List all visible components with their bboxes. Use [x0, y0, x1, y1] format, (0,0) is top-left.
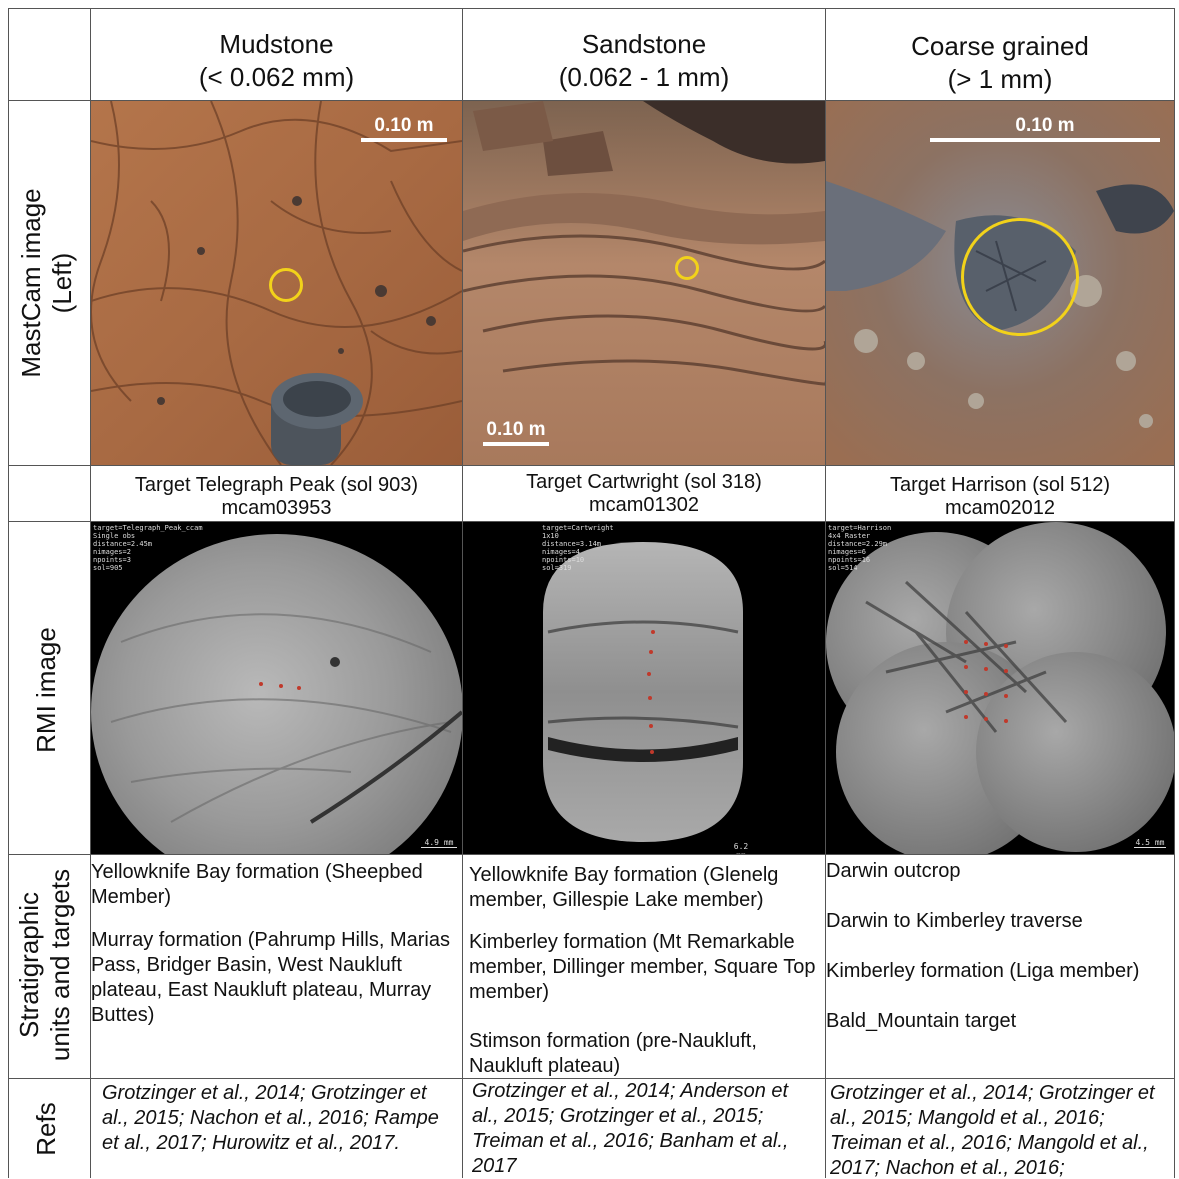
row-label-line: (Left): [47, 252, 77, 314]
row-label-line: Stratigraphic: [14, 892, 44, 1038]
scale-bar: 0.10 m: [483, 419, 549, 446]
mastcam-image-sandstone: 0.10 m: [463, 101, 825, 465]
reference-list: Grotzinger et al., 2014; Grotzinger et a…: [102, 1082, 439, 1154]
column-header-mudstone: Mudstone (< 0.062 mm): [91, 28, 462, 94]
target-name: Target Telegraph Peak (sol 903): [134, 474, 419, 496]
row-label-mastcam: MastCam image (Left): [16, 101, 82, 465]
strat-unit: Bald_Mountain target: [826, 1010, 1017, 1032]
rmi-coarse-graphic: [826, 522, 1174, 854]
table-border-left: [8, 8, 9, 1178]
refs-sandstone: Grotzinger et al., 2014; Anderson et al.…: [472, 1079, 818, 1178]
strat-unit: Murray formation (Pahrump Hills, Marias …: [91, 929, 450, 1026]
table-divider-col1: [90, 8, 91, 1178]
rmi-image-coarse: target=Harrison 4x4 Raster distance=2.29…: [826, 522, 1174, 854]
target-circle: [961, 218, 1079, 336]
strat-unit: Kimberley formation (Liga member): [826, 960, 1140, 982]
rmi-overlay-text: target=Cartwright 1x10 distance=3.14m ni…: [542, 524, 614, 572]
table-divider-row4: [8, 854, 1175, 855]
rmi-scale-label: 4.5 mm: [1135, 838, 1165, 847]
scale-label: 0.10 m: [374, 115, 434, 136]
target-caption-coarse: Target Harrison (sol 512) mcam02012: [826, 474, 1174, 520]
column-title: Mudstone: [219, 29, 334, 59]
row-label-line: units and targets: [45, 868, 75, 1062]
column-grain-size: (0.062 - 1 mm): [558, 62, 730, 92]
column-grain-size: (> 1 mm): [947, 64, 1053, 94]
strat-units-coarse: Darwin outcrop Darwin to Kimberley trave…: [826, 859, 1171, 1034]
table-border-top: [8, 8, 1175, 9]
rmi-image-sandstone: target=Cartwright 1x10 distance=3.14m ni…: [463, 522, 825, 854]
reference-list: Grotzinger et al., 2014; Grotzinger et a…: [830, 1082, 1155, 1178]
row-label-line: RMI image: [31, 627, 61, 753]
column-header-sandstone: Sandstone (0.062 - 1 mm): [463, 28, 825, 94]
rmi-scale-line: [1134, 847, 1166, 848]
rmi-overlay-text: target=Harrison 4x4 Raster distance=2.29…: [828, 524, 892, 572]
scale-bar-line: [930, 138, 1160, 142]
table-divider-row5: [8, 1078, 1175, 1079]
row-label-line: MastCam image: [16, 188, 46, 378]
target-caption-mudstone: Target Telegraph Peak (sol 903) mcam0395…: [91, 474, 462, 520]
refs-coarse: Grotzinger et al., 2014; Grotzinger et a…: [830, 1081, 1172, 1178]
rmi-scale-line: [421, 847, 457, 848]
rmi-image-mudstone: target=Telegraph_Peak_ccam Single obs di…: [91, 522, 462, 854]
column-grain-size: (< 0.062 mm): [198, 62, 355, 92]
column-title: Coarse grained: [911, 31, 1089, 61]
sandstone-photo-graphic: [463, 101, 825, 465]
refs-mudstone: Grotzinger et al., 2014; Grotzinger et a…: [102, 1081, 454, 1178]
row-label-rmi: RMI image: [31, 525, 67, 855]
figure-table: Mudstone (< 0.062 mm) Sandstone (0.062 -…: [8, 8, 1176, 1178]
row-label-line: Refs: [31, 1102, 61, 1156]
strat-unit: Kimberley formation (Mt Remarkable membe…: [469, 931, 816, 1003]
target-circle: [675, 256, 699, 280]
rmi-scale-label: 4.9 mm: [424, 838, 454, 847]
scale-bar-line: [361, 138, 447, 142]
image-id: mcam02012: [944, 497, 1056, 519]
scale-label: 0.10 m: [1015, 115, 1075, 136]
table-divider-row1: [8, 100, 1175, 101]
strat-unit: Darwin to Kimberley traverse: [826, 910, 1083, 932]
table-divider-row2: [8, 465, 1175, 466]
mastcam-image-mudstone: 0.10 m: [91, 101, 462, 465]
table-divider-row3: [8, 521, 1175, 522]
mastcam-image-coarse: 0.10 m: [826, 101, 1174, 465]
reference-list: Grotzinger et al., 2014; Anderson et al.…: [472, 1080, 789, 1177]
rmi-scale-label: 6.2 mm: [733, 842, 749, 854]
column-title: Sandstone: [581, 29, 707, 59]
table-border-right: [1174, 8, 1175, 1178]
scale-bar: 0.10 m: [930, 115, 1160, 142]
strat-unit: Darwin outcrop: [826, 860, 961, 882]
scale-bar: 0.10 m: [361, 115, 447, 142]
row-label-refs: Refs: [31, 1079, 67, 1179]
column-header-coarse-grained: Coarse grained (> 1 mm): [826, 30, 1174, 96]
strat-unit: Stimson formation (pre-Naukluft, Naukluf…: [469, 1030, 757, 1077]
strat-units-mudstone: Yellowknife Bay formation (Sheepbed Memb…: [91, 860, 451, 1028]
target-name: Target Harrison (sol 512): [889, 474, 1111, 496]
table-divider-col2: [462, 8, 463, 1178]
rmi-overlay-text: target=Telegraph_Peak_ccam Single obs di…: [93, 524, 203, 572]
rmi-scale-bar: 4.9 mm: [421, 838, 457, 848]
row-label-stratigraphic: Stratigraphic units and targets: [14, 855, 80, 1075]
target-circle: [269, 268, 303, 302]
image-id: mcam01302: [588, 494, 700, 516]
rmi-mudstone-graphic: [91, 534, 462, 854]
image-id: mcam03953: [221, 497, 332, 519]
scale-bar-line: [483, 442, 549, 446]
table-divider-col3: [825, 8, 826, 1178]
rmi-sandstone-graphic: [543, 542, 743, 842]
scale-label: 0.10 m: [486, 419, 546, 440]
strat-unit: Yellowknife Bay formation (Glenelg membe…: [469, 864, 779, 911]
target-name: Target Cartwright (sol 318): [526, 471, 762, 493]
target-caption-sandstone: Target Cartwright (sol 318) mcam01302: [463, 471, 825, 517]
rmi-scale-bar: 6.2 mm: [727, 842, 755, 854]
strat-unit: Yellowknife Bay formation (Sheepbed Memb…: [91, 861, 423, 908]
rmi-scale-bar: 4.5 mm: [1134, 838, 1166, 848]
strat-units-sandstone: Yellowknife Bay formation (Glenelg membe…: [469, 863, 819, 1079]
